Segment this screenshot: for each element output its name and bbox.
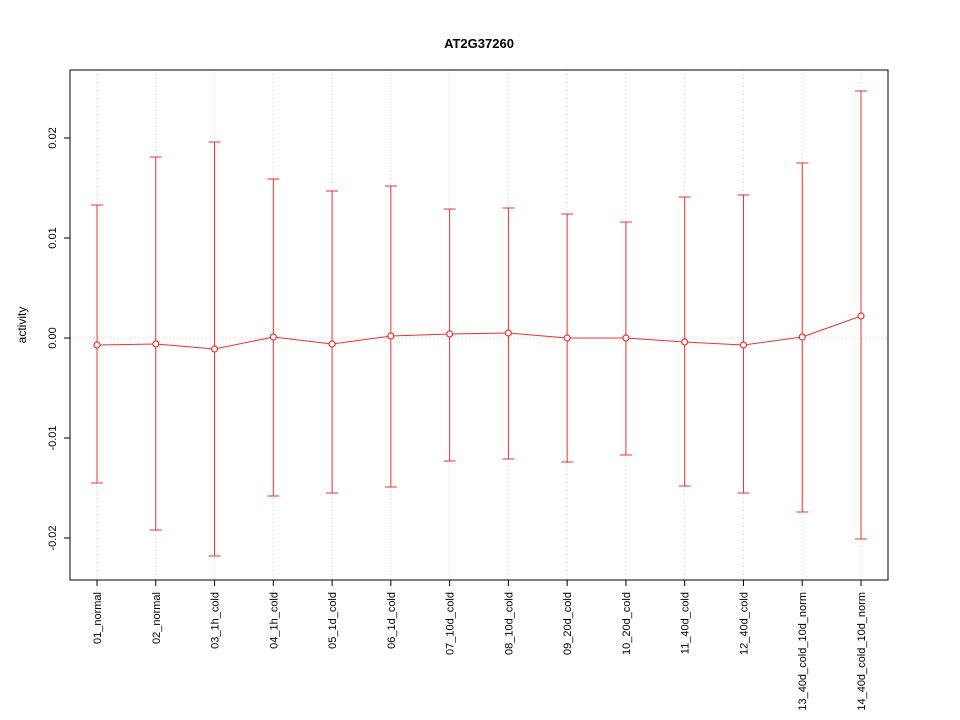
- x-tick-label: 10_20d_cold: [621, 592, 633, 655]
- data-point: [681, 338, 689, 346]
- x-tick-label: 12_40d_cold: [738, 592, 750, 655]
- x-tick-label: 13_40d_cold_10d_norm: [797, 592, 809, 711]
- x-tick-label: 07_10d_cold: [445, 592, 457, 655]
- data-point: [152, 340, 160, 348]
- data-point: [622, 334, 630, 342]
- x-tick-label: 05_1d_cold: [327, 592, 339, 649]
- data-point: [210, 345, 219, 353]
- x-tick-label: 01_normal: [92, 592, 104, 644]
- y-axis: -0.02 -0.01 0.00 0.01 0.02: [47, 127, 70, 551]
- x-tick-label: 04_1h_cold: [268, 592, 280, 649]
- x-axis: 01_normal 02_normal 03_1h_cold 04_1h_cold 05…: [92, 580, 868, 711]
- data-points: [93, 312, 865, 353]
- x-tick-label: 08_10d_cold: [503, 592, 515, 655]
- x-tick-label: 02_normal: [151, 592, 163, 644]
- data-point: [563, 334, 571, 342]
- data-point: [798, 333, 806, 341]
- y-tick-label: 0.00: [47, 327, 59, 348]
- grid-lines: [96, 70, 862, 580]
- y-tick-label: -0.01: [47, 425, 59, 450]
- x-tick-label: 06_1d_cold: [386, 592, 398, 649]
- y-tick-label: -0.02: [47, 525, 59, 550]
- data-point: [739, 341, 748, 349]
- data-point: [387, 332, 395, 340]
- data-point: [93, 341, 101, 349]
- y-tick-label: 0.01: [47, 227, 59, 248]
- error-bars: [91, 90, 867, 557]
- x-tick-label: 09_20d_cold: [562, 592, 574, 655]
- mean-line: [96, 315, 862, 350]
- y-tick-label: 0.02: [47, 127, 59, 148]
- x-tick-label: 14_40d_cold_10d_norm: [856, 592, 868, 711]
- data-point: [857, 312, 865, 320]
- data-point: [328, 340, 336, 348]
- data-point: [504, 329, 512, 337]
- y-axis-title: activity: [15, 307, 29, 344]
- data-point: [446, 330, 454, 338]
- x-tick-label: 11_40d_cold: [680, 592, 692, 654]
- x-tick-label: 03_1h_cold: [210, 592, 222, 649]
- plot-border: [69, 69, 889, 581]
- chart-title: AT2G37260: [444, 36, 514, 51]
- data-point: [269, 333, 277, 341]
